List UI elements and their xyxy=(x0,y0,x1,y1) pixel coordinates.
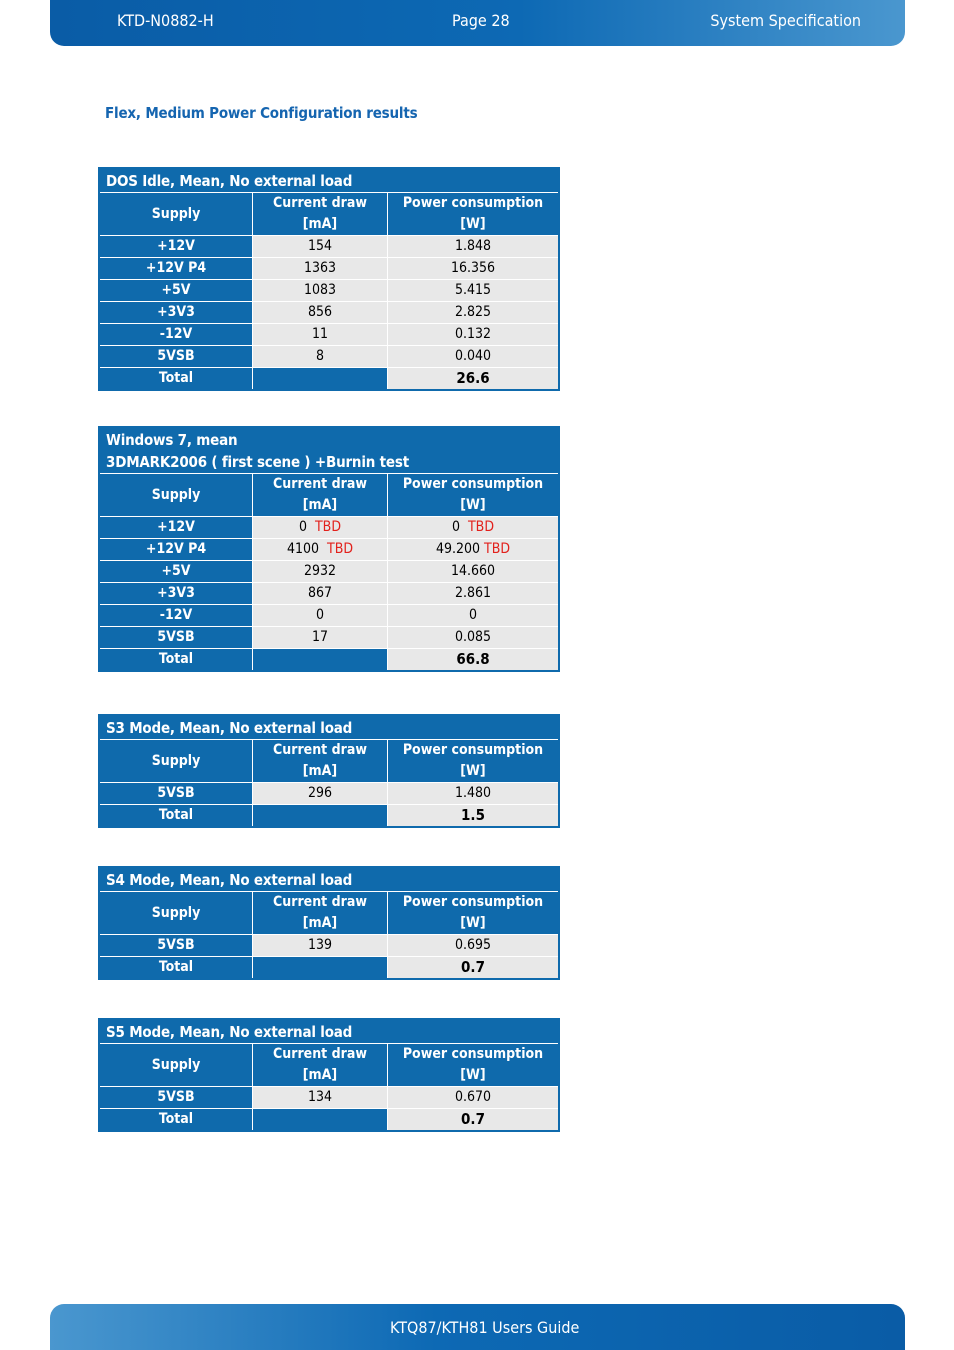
table-row: 5VSB 296 1.480 xyxy=(100,782,558,804)
col-header-power: Power consumption [W] xyxy=(388,892,558,934)
table-total-row: Total 66.8 xyxy=(100,648,558,670)
power-table-s3: S3 Mode, Mean, No external load Supply C… xyxy=(98,714,560,828)
tbd-note: TBD xyxy=(327,541,354,557)
col-header-supply: Supply xyxy=(100,474,253,516)
table-row: -12V 0 0 xyxy=(100,604,558,626)
col-header-power: Power consumption [W] xyxy=(388,474,558,516)
doc-id: KTD-N0882-H xyxy=(117,11,214,30)
table-header-row: Supply Current draw [mA] Power consumptio… xyxy=(100,739,558,782)
table-total-row: Total 0.7 xyxy=(100,956,558,978)
table-row: +3V3 856 2.825 xyxy=(100,301,558,323)
table-header-row: Supply Current draw [mA] Power consumptio… xyxy=(100,473,558,516)
power-table-dos-idle: DOS Idle, Mean, No external load Supply … xyxy=(98,167,560,391)
table-row: -12V 11 0.132 xyxy=(100,323,558,345)
col-header-power: Power consumption [W] xyxy=(388,193,558,235)
section-heading: Flex, Medium Power Configuration results xyxy=(105,104,418,122)
tbd-note: TBD xyxy=(467,519,495,535)
table-title: S3 Mode, Mean, No external load xyxy=(106,719,353,737)
table-row: 5VSB 8 0.040 xyxy=(100,345,558,367)
col-header-supply: Supply xyxy=(100,892,253,934)
table-row: +12V 0 TBD 0 TBD xyxy=(100,516,558,538)
col-header-current: Current draw [mA] xyxy=(253,740,388,782)
table-row: +5V 1083 5.415 xyxy=(100,279,558,301)
col-header-supply: Supply xyxy=(100,740,253,782)
table-title: Windows 7, mean 3DMARK2006 ( first scene… xyxy=(106,431,409,471)
table-title: S5 Mode, Mean, No external load xyxy=(106,1023,353,1041)
table-row: +12V P4 4100 TBD 49.200 TBD xyxy=(100,538,558,560)
table-header-row: Supply Current draw [mA] Power consumptio… xyxy=(100,192,558,235)
col-header-supply: Supply xyxy=(100,193,253,235)
col-header-power: Power consumption [W] xyxy=(388,1044,558,1086)
table-total-row: Total 1.5 xyxy=(100,804,558,826)
col-header-current: Current draw [mA] xyxy=(253,1044,388,1086)
table-total-row: Total 26.6 xyxy=(100,367,558,389)
tbd-note: TBD xyxy=(314,519,342,535)
table-total-row: Total 0.7 xyxy=(100,1108,558,1130)
table-row: +3V3 867 2.861 xyxy=(100,582,558,604)
col-header-supply: Supply xyxy=(100,1044,253,1086)
power-table-s5: S5 Mode, Mean, No external load Supply C… xyxy=(98,1018,560,1132)
table-header-row: Supply Current draw [mA] Power consumptio… xyxy=(100,891,558,934)
tbd-note: TBD xyxy=(484,541,511,557)
table-header-row: Supply Current draw [mA] Power consumptio… xyxy=(100,1043,558,1086)
table-row: +5V 2932 14.660 xyxy=(100,560,558,582)
power-table-windows7: Windows 7, mean 3DMARK2006 ( first scene… xyxy=(98,426,560,672)
table-title: S4 Mode, Mean, No external load xyxy=(106,871,353,889)
table-row: 5VSB 139 0.695 xyxy=(100,934,558,956)
table-row: +12V P4 1363 16.356 xyxy=(100,257,558,279)
table-row: +12V 154 1.848 xyxy=(100,235,558,257)
table-row: 5VSB 134 0.670 xyxy=(100,1086,558,1108)
page-footer: KTQ87/KTH81 Users Guide xyxy=(50,1304,905,1350)
power-table-s4: S4 Mode, Mean, No external load Supply C… xyxy=(98,866,560,980)
col-header-current: Current draw [mA] xyxy=(253,892,388,934)
table-row: 5VSB 17 0.085 xyxy=(100,626,558,648)
page-header: KTD-N0882-H Page 28 System Specification xyxy=(50,0,905,46)
footer-title: KTQ87/KTH81 Users Guide xyxy=(390,1318,580,1337)
col-header-current: Current draw [mA] xyxy=(253,193,388,235)
section-name: System Specification xyxy=(710,11,861,30)
table-title: DOS Idle, Mean, No external load xyxy=(106,172,353,190)
page-number: Page 28 xyxy=(452,11,510,30)
col-header-current: Current draw [mA] xyxy=(253,474,388,516)
col-header-power: Power consumption [W] xyxy=(388,740,558,782)
